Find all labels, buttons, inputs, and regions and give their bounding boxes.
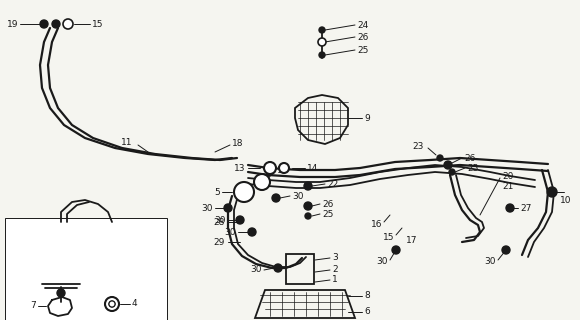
Text: 18: 18 bbox=[232, 139, 244, 148]
Text: 24: 24 bbox=[357, 20, 368, 29]
Circle shape bbox=[437, 155, 443, 161]
Circle shape bbox=[248, 228, 256, 236]
Text: 25: 25 bbox=[357, 45, 368, 54]
Text: 15: 15 bbox=[382, 233, 394, 242]
Text: 21: 21 bbox=[502, 181, 513, 190]
Text: 30: 30 bbox=[215, 215, 226, 225]
Circle shape bbox=[449, 169, 455, 175]
Circle shape bbox=[109, 301, 115, 307]
Text: 3: 3 bbox=[332, 253, 338, 262]
Circle shape bbox=[304, 202, 312, 210]
Text: 1: 1 bbox=[332, 276, 338, 284]
Circle shape bbox=[63, 19, 73, 29]
Circle shape bbox=[392, 246, 400, 254]
Text: 5: 5 bbox=[214, 188, 220, 196]
Circle shape bbox=[234, 182, 254, 202]
Text: 4: 4 bbox=[132, 300, 137, 308]
Text: 17: 17 bbox=[406, 236, 418, 244]
Circle shape bbox=[274, 264, 282, 272]
Text: 7: 7 bbox=[30, 301, 36, 310]
Circle shape bbox=[279, 163, 289, 173]
Circle shape bbox=[319, 52, 325, 58]
Circle shape bbox=[319, 27, 325, 33]
Circle shape bbox=[506, 204, 514, 212]
Text: 28: 28 bbox=[213, 218, 225, 227]
FancyBboxPatch shape bbox=[5, 218, 167, 320]
Text: 9: 9 bbox=[364, 114, 369, 123]
Circle shape bbox=[502, 246, 510, 254]
Text: 26: 26 bbox=[464, 154, 476, 163]
Circle shape bbox=[224, 204, 232, 212]
Circle shape bbox=[105, 297, 119, 311]
Text: 11: 11 bbox=[121, 138, 132, 147]
Circle shape bbox=[304, 182, 312, 190]
Circle shape bbox=[109, 301, 115, 307]
Circle shape bbox=[444, 161, 452, 169]
Circle shape bbox=[254, 174, 270, 190]
Text: 12: 12 bbox=[277, 165, 288, 174]
Text: 10: 10 bbox=[560, 196, 571, 204]
Text: 13: 13 bbox=[234, 164, 245, 172]
Text: 30: 30 bbox=[224, 228, 236, 236]
Text: 20: 20 bbox=[502, 172, 513, 180]
Circle shape bbox=[40, 20, 48, 28]
Text: 26: 26 bbox=[322, 199, 334, 209]
Text: 30: 30 bbox=[376, 258, 388, 267]
Circle shape bbox=[57, 289, 65, 297]
Text: 23: 23 bbox=[412, 141, 424, 150]
Text: 29: 29 bbox=[213, 237, 225, 246]
Text: 27: 27 bbox=[520, 204, 531, 212]
Text: 25: 25 bbox=[322, 210, 334, 219]
Text: 30: 30 bbox=[251, 266, 262, 275]
Circle shape bbox=[272, 194, 280, 202]
Text: 30: 30 bbox=[484, 258, 496, 267]
Text: 30: 30 bbox=[201, 204, 213, 212]
Circle shape bbox=[236, 216, 244, 224]
Text: 15: 15 bbox=[92, 20, 103, 28]
Text: 16: 16 bbox=[371, 220, 382, 228]
Text: 25: 25 bbox=[467, 164, 478, 172]
Circle shape bbox=[547, 187, 557, 197]
Circle shape bbox=[318, 38, 326, 46]
Text: 22: 22 bbox=[327, 180, 338, 188]
Text: 6: 6 bbox=[364, 308, 369, 316]
Text: 2: 2 bbox=[332, 266, 338, 275]
Text: 30: 30 bbox=[292, 191, 303, 201]
Text: 26: 26 bbox=[357, 33, 368, 42]
Text: 8: 8 bbox=[364, 292, 369, 300]
Text: 19: 19 bbox=[6, 20, 18, 28]
Text: 14: 14 bbox=[307, 164, 318, 172]
Circle shape bbox=[52, 20, 60, 28]
Circle shape bbox=[264, 162, 276, 174]
Circle shape bbox=[305, 213, 311, 219]
